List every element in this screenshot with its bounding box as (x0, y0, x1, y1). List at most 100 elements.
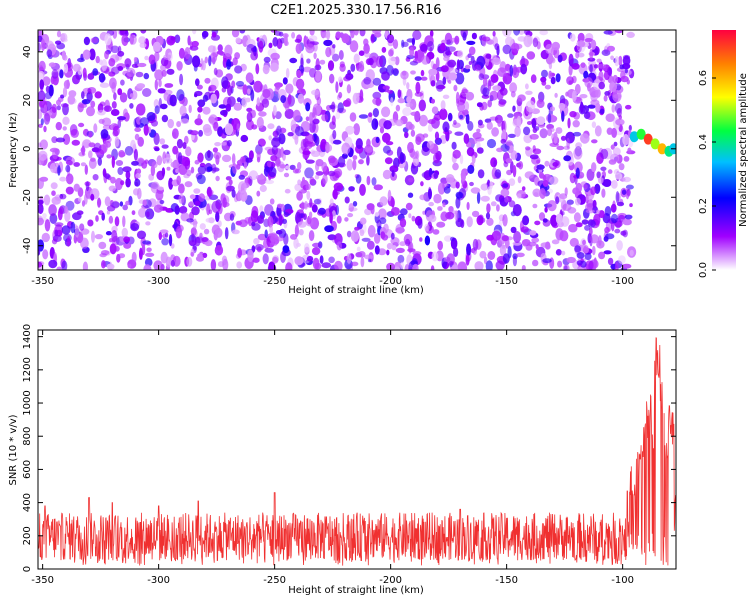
heatmap-cell (45, 40, 55, 51)
heatmap-cell (59, 176, 67, 182)
heatmap-cell (379, 126, 385, 134)
heatmap-cell (238, 181, 247, 194)
heatmap-cell (268, 135, 273, 141)
heatmap-cell (145, 252, 155, 257)
heatmap-cell (38, 35, 43, 43)
heatmap-cell (590, 186, 596, 196)
heatmap-cell (386, 34, 395, 44)
heatmap-cell (324, 225, 334, 233)
heatmap-cell (575, 222, 583, 228)
heatmap-cell (247, 88, 251, 95)
heatmap-cell (297, 221, 307, 228)
heatmap-cell (42, 249, 49, 260)
heatmap-cell (153, 260, 163, 270)
heatmap-cell (76, 210, 84, 215)
heatmap-cell (65, 173, 74, 185)
heatmap-cell (593, 257, 597, 269)
heatmap-cell (97, 197, 101, 208)
heatmap-cell (211, 200, 221, 213)
heatmap-cell (471, 32, 477, 40)
heatmap-cell (377, 248, 387, 256)
heatmap-cell (71, 139, 81, 146)
heatmap-cell (359, 183, 366, 196)
heatmap-cell (290, 119, 297, 131)
heatmap-cell (82, 67, 87, 79)
heatmap-cell (312, 118, 320, 125)
heatmap-cell (66, 159, 73, 166)
heatmap-cell (546, 128, 553, 137)
heatmap-cell (574, 83, 581, 95)
heatmap-cell (373, 184, 383, 191)
heatmap-cell (262, 64, 270, 75)
heatmap-cell (118, 150, 125, 158)
heatmap-cell (584, 77, 593, 88)
heatmap-cell (532, 203, 538, 209)
heatmap-cell (262, 253, 269, 265)
heatmap-cell (613, 141, 618, 147)
heatmap-cell (241, 97, 248, 108)
heatmap-cell (194, 236, 201, 247)
heatmap-cell (206, 166, 213, 172)
heatmap-cell (345, 73, 354, 80)
heatmap-signal-cell (643, 133, 653, 145)
heatmap-cell (596, 209, 601, 214)
heatmap-cell (526, 51, 536, 60)
heatmap-cell (234, 65, 243, 74)
heatmap-cell (390, 232, 395, 240)
heatmap-cell (580, 62, 586, 68)
heatmap-cell (499, 245, 507, 256)
heatmap-cell (405, 102, 414, 108)
heatmap-cell (102, 124, 112, 130)
heatmap-cell (137, 136, 144, 147)
heatmap-cell (247, 249, 254, 262)
heatmap-cell (305, 43, 315, 54)
heatmap-cell (266, 160, 272, 168)
heatmap-cell (268, 42, 273, 49)
heatmap-cell (585, 209, 595, 214)
heatmap-cell (607, 257, 614, 266)
heatmap-cell (64, 210, 71, 222)
heatmap-cell (359, 30, 366, 37)
heatmap-cell (267, 123, 275, 130)
heatmap-cell (294, 134, 299, 145)
heatmap-cell (174, 34, 181, 44)
heatmap-cell (40, 38, 46, 52)
heatmap-cell (80, 237, 89, 249)
heatmap-cell (486, 121, 493, 130)
heatmap-cell (275, 230, 283, 235)
heatmap-cell (269, 224, 273, 234)
heatmap-cell (54, 229, 59, 237)
heatmap-cell (256, 97, 260, 107)
heatmap-cell (379, 196, 388, 206)
heatmap-cell (48, 62, 56, 67)
snr-x-tick-label: -150 (495, 575, 518, 586)
heatmap-cell (264, 248, 275, 253)
heatmap-cell (114, 216, 120, 227)
heatmap-cell (466, 147, 475, 157)
heatmap-cell (600, 148, 609, 160)
heatmap-cell (106, 263, 115, 270)
heatmap-cell (268, 261, 276, 270)
heatmap-cell (414, 91, 424, 97)
heatmap-cell (512, 204, 522, 217)
heatmap-cell (522, 215, 530, 226)
heatmap-cell (577, 52, 585, 58)
heatmap-cell (625, 104, 632, 110)
heatmap-cell (60, 94, 65, 99)
heatmap-cell (540, 76, 547, 83)
heatmap-cell (389, 165, 399, 173)
heatmap-cell (122, 215, 126, 228)
heatmap-cell (408, 213, 412, 219)
heatmap-cell (165, 232, 169, 238)
heatmap-cell (551, 239, 560, 245)
heatmap-cell (51, 136, 58, 144)
heatmap-cell (513, 30, 521, 36)
heatmap-cell (152, 41, 161, 52)
heatmap-cell (231, 30, 240, 38)
heatmap-cell (98, 73, 106, 83)
heatmap-cell (52, 148, 59, 160)
heatmap-cell (250, 51, 258, 61)
heatmap-cell (471, 210, 480, 218)
heatmap-signal-cell (650, 138, 660, 150)
heatmap-cell (185, 146, 192, 157)
